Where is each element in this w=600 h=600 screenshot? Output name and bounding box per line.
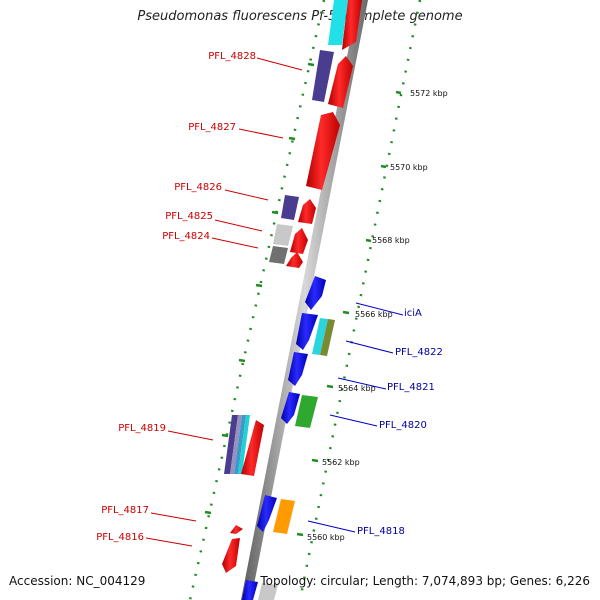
gene-label-pfl-4822[interactable]: PFL_4822	[395, 347, 443, 358]
gene-feature[interactable]	[273, 499, 295, 534]
gene-feature-pfl-4816[interactable]	[222, 538, 240, 573]
scale-label: 5572 kbp	[410, 89, 448, 98]
gene-feature-pfl-4820[interactable]	[281, 392, 300, 424]
gene-feature[interactable]	[241, 420, 264, 476]
gene-label-pfl-4819[interactable]: PFL_4819	[118, 423, 166, 434]
gene-feature-pfl-4827[interactable]	[306, 112, 340, 190]
gene-label-pfl-4820[interactable]: PFL_4820	[379, 420, 427, 431]
gene-label-pfl-4824[interactable]: PFL_4824	[162, 231, 210, 242]
scale-label: 5568 kbp	[372, 236, 410, 245]
gene-feature-pfl-4828[interactable]	[312, 50, 334, 102]
scale-label: 5570 kbp	[390, 163, 428, 172]
gene-label-icia[interactable]: iciA	[404, 308, 422, 319]
scale-label: 5562 kbp	[322, 458, 360, 467]
gene-feature-pfl-4825[interactable]	[273, 224, 293, 246]
left-leader-lines	[145, 57, 303, 547]
gene-label-pfl-4825[interactable]: PFL_4825	[165, 211, 213, 222]
gene-feature-pfl-4818[interactable]	[257, 495, 277, 532]
gene-label-pfl-4821[interactable]: PFL_4821	[387, 382, 435, 393]
gene-feature[interactable]	[320, 319, 335, 356]
map-title: Pseudomonas fluorescens Pf-5, complete g…	[137, 9, 463, 24]
gene-feature[interactable]	[298, 199, 316, 224]
gene-feature-pfl-4824[interactable]	[269, 246, 288, 264]
gene-label-pfl-4817[interactable]: PFL_4817	[101, 505, 149, 516]
gene-label-pfl-4827[interactable]: PFL_4827	[188, 122, 236, 133]
gene-feature[interactable]	[295, 395, 318, 428]
gene-feature[interactable]	[290, 228, 308, 254]
gene-feature[interactable]	[238, 415, 250, 474]
right-leader-lines	[307, 302, 404, 533]
scale-label: 5564 kbp	[338, 384, 376, 393]
gene-feature[interactable]	[342, 0, 362, 50]
gene-feature[interactable]	[328, 0, 348, 45]
gene-label-pfl-4826[interactable]: PFL_4826	[174, 182, 222, 193]
gene-feature[interactable]	[286, 252, 303, 268]
scale-label: 5560 kbp	[307, 533, 345, 542]
gene-feature[interactable]	[328, 56, 353, 108]
genome-backbone	[241, 0, 368, 600]
gene-label-pfl-4816[interactable]: PFL_4816	[96, 532, 144, 543]
scale-label: 5566 kbp	[355, 310, 393, 319]
gene-feature-pfl-4819[interactable]	[234, 415, 246, 474]
gene-feature-pfl-4821[interactable]	[288, 352, 308, 386]
gene-feature[interactable]	[230, 415, 242, 474]
gene-feature[interactable]	[312, 318, 328, 355]
gene-feature-pfl-4826[interactable]	[281, 195, 299, 220]
gene-feature[interactable]	[224, 415, 238, 474]
gene-feature[interactable]	[242, 580, 258, 600]
genome-stats-text: Topology: circular; Length: 7,074,893 bp…	[260, 574, 590, 588]
gene-feature-pfl-4822[interactable]	[296, 313, 318, 350]
major-ticks	[204, 62, 402, 537]
accession-text: Accession: NC_004129	[9, 574, 146, 588]
gene-feature-icia[interactable]	[305, 276, 326, 310]
gene-feature-pfl-4817[interactable]	[230, 525, 243, 534]
gene-label-pfl-4818[interactable]: PFL_4818	[357, 526, 405, 537]
gene-label-pfl-4828[interactable]: PFL_4828	[208, 51, 256, 62]
gene-feature[interactable]	[258, 583, 278, 600]
